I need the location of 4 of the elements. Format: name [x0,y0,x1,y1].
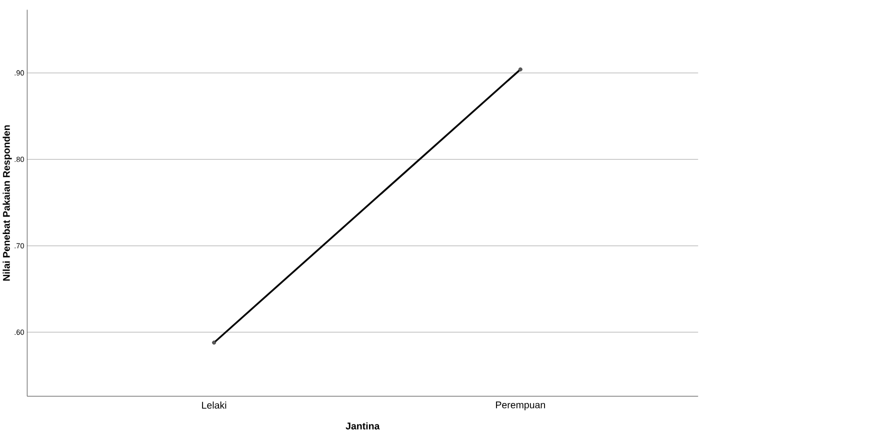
x-tick-label: Lelaki [202,402,226,409]
x-axis-title: Jantina [346,422,380,430]
y-axis-title: Nilai Penebat Pakaian Responden [2,125,12,281]
x-tick-label: Perempuan [496,402,545,410]
